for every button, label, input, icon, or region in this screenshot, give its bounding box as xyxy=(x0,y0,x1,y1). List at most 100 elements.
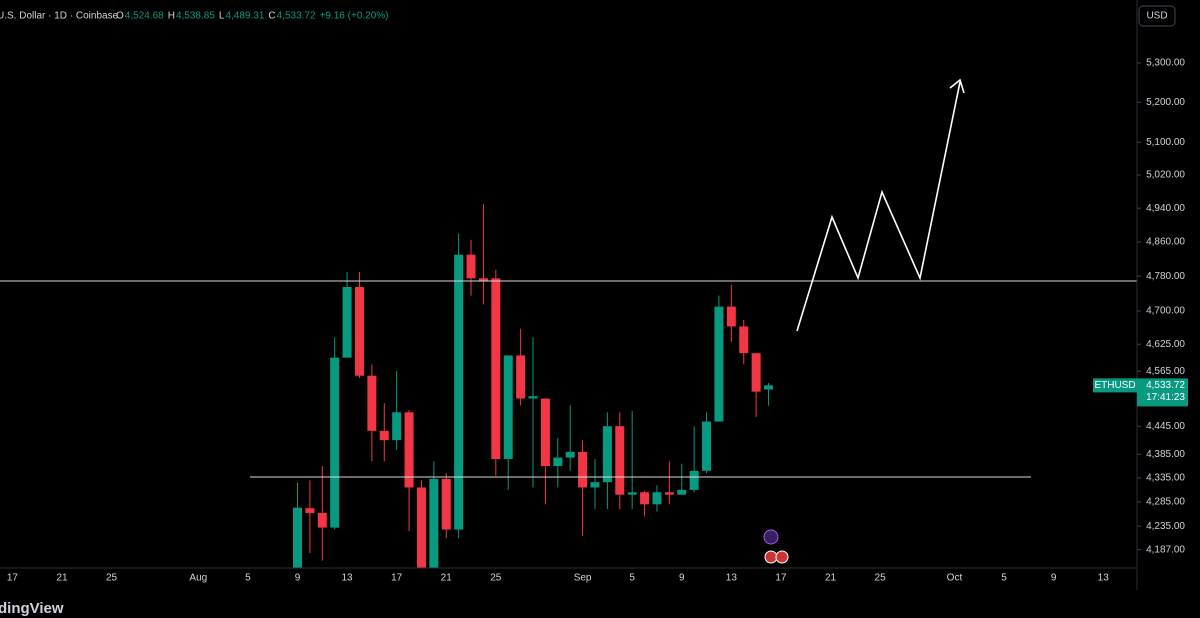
candle-body xyxy=(689,470,699,490)
candle-body xyxy=(429,478,439,568)
event-icon[interactable] xyxy=(764,550,778,564)
y-tick-label: 5,300.00 xyxy=(1146,58,1185,69)
x-tick-label: Aug xyxy=(189,573,207,584)
ohlc-value: 4,524.68 xyxy=(125,11,164,22)
candle-body xyxy=(478,278,488,281)
candle-body xyxy=(416,487,426,568)
x-tick-label: 17 xyxy=(391,573,403,584)
ohlc-key: H xyxy=(168,11,175,22)
candle-body xyxy=(454,254,464,530)
y-tick-label: 4,700.00 xyxy=(1146,306,1185,317)
candle-body xyxy=(702,421,712,471)
candle-body xyxy=(491,278,501,459)
x-tick-label: 17 xyxy=(7,573,19,584)
candle-body xyxy=(379,430,389,441)
candle-body xyxy=(565,451,575,458)
y-tick-label: 5,100.00 xyxy=(1146,137,1185,148)
candle-body xyxy=(466,254,476,279)
price-tag: ETHUSD 4,533.72 17:41:23 xyxy=(1093,378,1188,407)
candle-body xyxy=(292,507,302,568)
tag-symbol-box xyxy=(1093,378,1137,393)
candle-body xyxy=(627,492,637,495)
candle-body xyxy=(330,357,340,528)
x-tick-label: 21 xyxy=(441,573,453,584)
x-tick-label: 5 xyxy=(245,573,251,584)
candle-body xyxy=(677,489,687,495)
ohlc-value: 4,538.85 xyxy=(176,11,215,22)
candle-body xyxy=(652,492,662,505)
y-tick-label: 4,235.00 xyxy=(1146,521,1185,532)
x-tick-label: 13 xyxy=(342,573,354,584)
change: +9.16 (+0.20%) xyxy=(320,11,389,22)
candle-body xyxy=(528,396,538,399)
candle-body xyxy=(516,355,526,399)
candle-body xyxy=(751,353,761,392)
candle-body xyxy=(615,426,625,495)
currency-button[interactable] xyxy=(1138,5,1176,27)
y-tick-label: 4,860.00 xyxy=(1146,237,1185,248)
candle-body xyxy=(367,375,377,431)
x-tick-label: 9 xyxy=(679,573,685,584)
x-tick-label: Oct xyxy=(947,573,963,584)
symbol: U.S. Dollar · 1D · Coinbase xyxy=(0,11,119,22)
x-tick-label: 13 xyxy=(1098,573,1110,584)
candle-body xyxy=(726,306,736,327)
y-tick-label: 4,285.00 xyxy=(1146,497,1185,508)
y-tick-label: 4,780.00 xyxy=(1146,271,1185,282)
currency-label[interactable]: USD xyxy=(1146,11,1167,22)
event-icon[interactable] xyxy=(763,529,779,545)
candle-body xyxy=(590,482,600,488)
x-tick-label: 9 xyxy=(1051,573,1057,584)
y-tick-label: 4,940.00 xyxy=(1146,203,1185,214)
ohlc-legend: O 4,524.68 H 4,538.85 L 4,489.31 C 4,533.72 +9.1… xyxy=(116,11,389,22)
candle-body xyxy=(764,385,774,390)
y-tick-label: 4,625.00 xyxy=(1146,339,1185,350)
y-tick-label: 4,385.00 xyxy=(1146,449,1185,460)
x-tick-label: 25 xyxy=(106,573,118,584)
tag-price-box xyxy=(1137,378,1188,407)
tag-price: 4,533.72 xyxy=(1146,380,1185,391)
candle-body xyxy=(739,326,749,354)
candle-body xyxy=(664,492,674,495)
candle-body xyxy=(540,398,550,467)
x-tick-label: 17 xyxy=(775,573,787,584)
projection-path xyxy=(796,81,961,332)
x-tick-label: 13 xyxy=(726,573,738,584)
candle-body xyxy=(404,412,414,488)
x-tick-label: 5 xyxy=(629,573,635,584)
x-tick-label: 21 xyxy=(56,573,68,584)
candle-body xyxy=(578,451,588,488)
brand: dingView xyxy=(0,600,64,617)
x-tick-label: 25 xyxy=(490,573,502,584)
ohlc-value: 4,489.31 xyxy=(225,11,264,22)
candle-body xyxy=(392,412,402,441)
candle-body xyxy=(354,286,364,376)
candle-body xyxy=(714,306,724,422)
ohlc-value: 4,533.72 xyxy=(277,11,316,22)
y-tick-label: 4,445.00 xyxy=(1146,421,1185,432)
x-tick-label: 5 xyxy=(1001,573,1007,584)
x-tick-label: Sep xyxy=(574,573,592,584)
ohlc-key: O xyxy=(116,11,124,22)
event-icon[interactable] xyxy=(775,550,789,564)
candle-body xyxy=(305,508,315,514)
x-tick-label: 9 xyxy=(295,573,301,584)
x-tick-label: 25 xyxy=(875,573,887,584)
plot xyxy=(292,203,774,568)
ohlc-key: C xyxy=(268,11,275,22)
x-tick-label: 21 xyxy=(825,573,837,584)
candle-body xyxy=(317,513,327,528)
tag-countdown: 17:41:23 xyxy=(1146,392,1185,403)
candle-body xyxy=(602,426,612,483)
y-tick-label: 5,200.00 xyxy=(1146,97,1185,108)
y-tick-label: 4,187.00 xyxy=(1146,544,1185,555)
ohlc-key: L xyxy=(219,11,225,22)
candle-body xyxy=(640,492,650,505)
candle-body xyxy=(553,457,563,467)
candle-body xyxy=(441,478,451,530)
y-tick-label: 4,565.00 xyxy=(1146,366,1185,377)
tag-symbol: ETHUSD xyxy=(1094,380,1135,391)
candle-body xyxy=(342,286,352,358)
